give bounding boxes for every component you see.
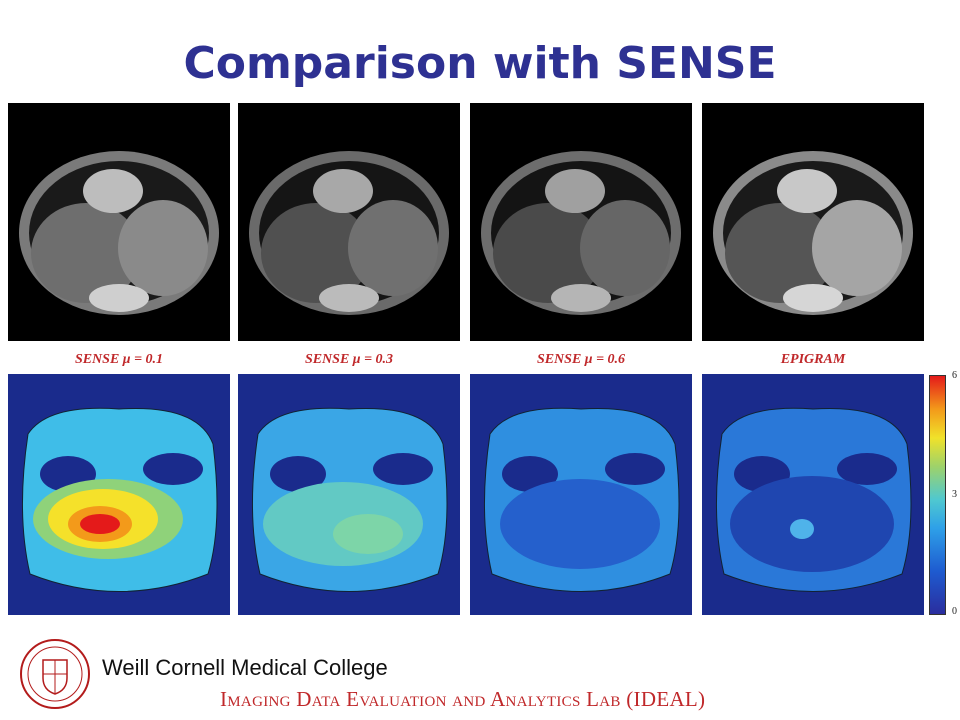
caption-sense-0-6: SENSE μ = 0.6 [536, 352, 626, 367]
caption-sense-0-3: SENSE μ = 0.3 [304, 352, 394, 367]
caption-sense-0-1: SENSE μ = 0.1 [74, 352, 164, 367]
error-map-sense-0-1 [8, 374, 230, 615]
error-map-sense-0-6 [470, 374, 692, 615]
colorbar-mid-label: 3 [952, 489, 957, 500]
cornell-seal-icon [10, 638, 100, 710]
mri-image-sense-0-1 [8, 103, 230, 341]
error-map-sense-0-3 [238, 374, 460, 615]
colorbar-min-label: 0 [952, 606, 957, 617]
mri-image-epigram [702, 103, 924, 341]
error-map-epigram [702, 374, 924, 615]
caption-epigram: EPIGRAM [780, 352, 846, 367]
college-name: Weill Cornell Medical College [102, 655, 388, 680]
lab-name: Imaging Data Evaluation and Analytics La… [220, 687, 706, 711]
colorbar-max-label: 6 [952, 370, 957, 381]
colorbar [929, 375, 946, 615]
mri-image-sense-0-3 [238, 103, 460, 341]
mri-image-sense-0-6 [470, 103, 692, 341]
slide-title: Comparison with SENSE [183, 38, 777, 89]
